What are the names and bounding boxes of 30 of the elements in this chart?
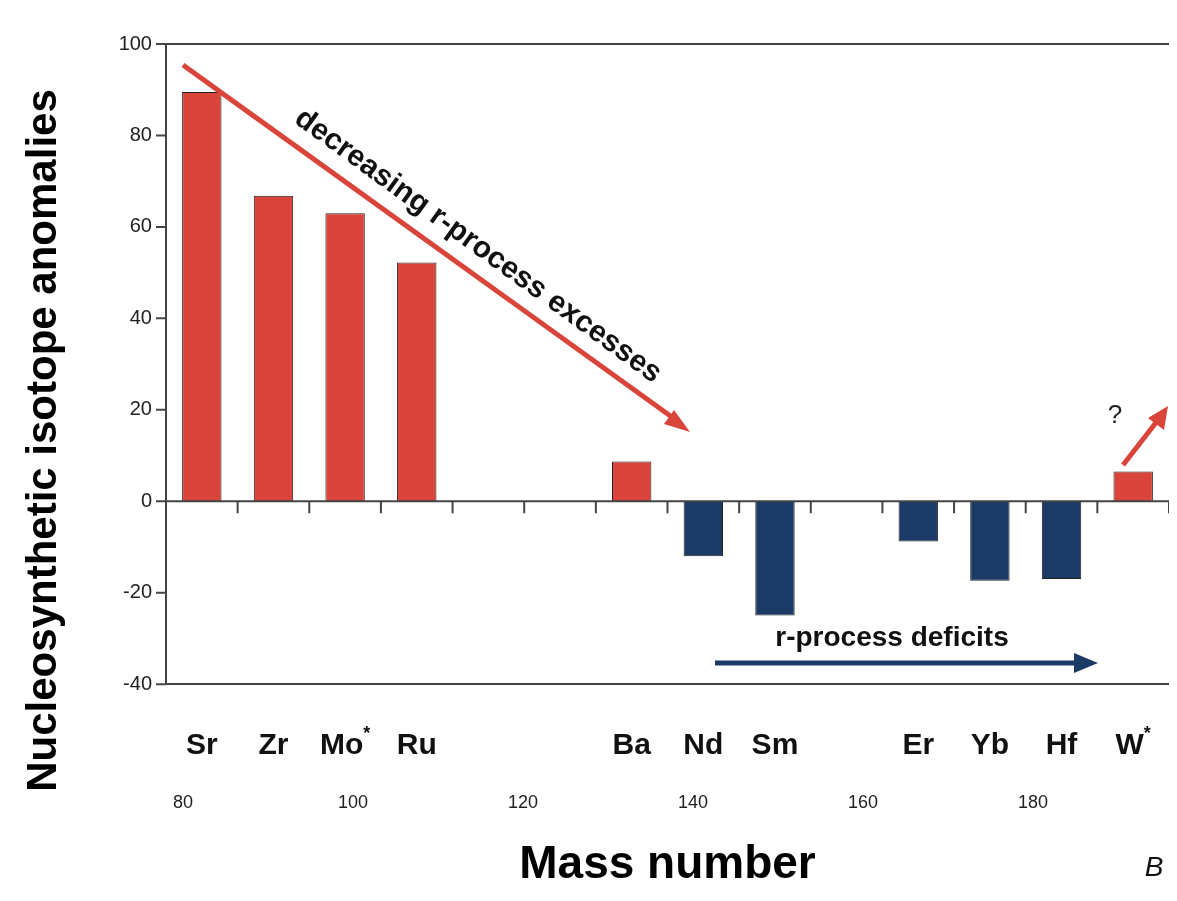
x-tick-label: Nd [683, 727, 724, 761]
x2-tick-label: 180 [1017, 791, 1049, 812]
y-tick-label: 40 [129, 305, 152, 328]
annotation: r-process deficits [775, 620, 1009, 652]
x2-tick-label: 160 [847, 791, 879, 812]
x-tick-label: Hf [1045, 727, 1079, 761]
x-tick-label: Yb [970, 727, 1010, 761]
x-tick-label: Er [902, 727, 935, 761]
y-tick-label: 20 [129, 397, 152, 420]
x-tick-label: Sr [185, 727, 218, 761]
y-tick-label: 80 [129, 122, 152, 145]
x-tick-label: W* [1115, 723, 1151, 761]
y-tick-label: -20 [123, 580, 152, 603]
x-tick-label: Zr [258, 727, 289, 761]
annotation: ? [1107, 399, 1123, 430]
x2-tick-label: 140 [677, 791, 709, 812]
y-axis-title: Nucleosynthetic isotope anomalies [17, 89, 65, 792]
y-tick-label: 100 [118, 31, 152, 54]
x2-tick-label: 80 [172, 791, 194, 812]
x2-tick-label: 120 [507, 791, 539, 812]
x-tick-label: Sm [751, 727, 799, 761]
x-tick-label: Mo* [319, 723, 371, 761]
y-tick-label: 60 [129, 214, 152, 237]
x-tick-label: Ba [612, 727, 652, 761]
x2-tick-label: 100 [337, 791, 369, 812]
x-axis-title: Mass number [519, 836, 816, 889]
y-tick-label: -40 [123, 671, 152, 694]
x-tick-label: Ru [396, 727, 437, 761]
y-tick-label: 0 [140, 488, 152, 511]
text: B [1144, 850, 1164, 882]
